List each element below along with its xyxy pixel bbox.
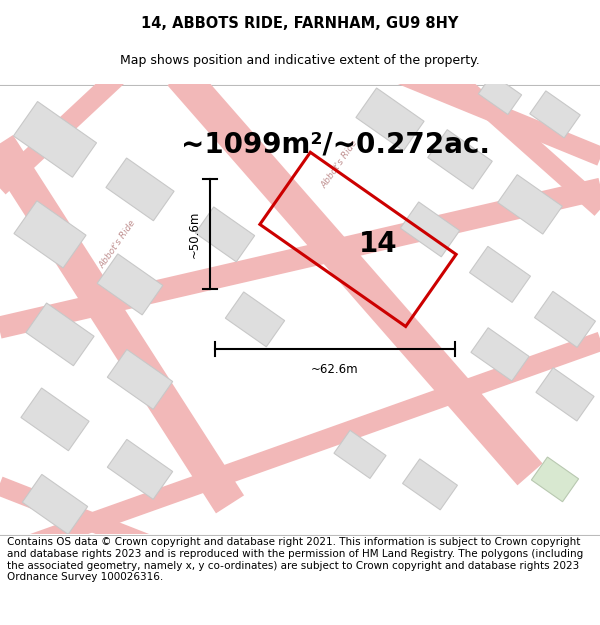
- Polygon shape: [403, 459, 457, 510]
- Polygon shape: [107, 349, 173, 409]
- Polygon shape: [106, 158, 174, 221]
- Polygon shape: [478, 74, 521, 114]
- Polygon shape: [535, 291, 595, 348]
- Text: Abbot's Ride: Abbot's Ride: [320, 139, 360, 190]
- Polygon shape: [26, 303, 94, 366]
- Text: Map shows position and indicative extent of the property.: Map shows position and indicative extent…: [120, 54, 480, 68]
- Polygon shape: [400, 202, 460, 257]
- Polygon shape: [334, 430, 386, 479]
- Polygon shape: [471, 328, 529, 381]
- Polygon shape: [498, 174, 562, 234]
- Text: ~1099m²/~0.272ac.: ~1099m²/~0.272ac.: [181, 131, 490, 158]
- Text: ~50.6m: ~50.6m: [187, 211, 200, 258]
- Polygon shape: [107, 439, 173, 499]
- Polygon shape: [13, 101, 97, 178]
- Text: Contains OS data © Crown copyright and database right 2021. This information is : Contains OS data © Crown copyright and d…: [7, 538, 583, 582]
- Polygon shape: [226, 292, 284, 347]
- Text: Abbot's Ride: Abbot's Ride: [98, 219, 138, 270]
- Polygon shape: [22, 474, 88, 534]
- Text: 14, ABBOTS RIDE, FARNHAM, GU9 8HY: 14, ABBOTS RIDE, FARNHAM, GU9 8HY: [142, 16, 458, 31]
- Polygon shape: [21, 388, 89, 451]
- Polygon shape: [536, 368, 594, 421]
- Text: 14: 14: [359, 231, 397, 258]
- Polygon shape: [97, 254, 163, 315]
- Text: ~62.6m: ~62.6m: [311, 363, 359, 376]
- Polygon shape: [356, 88, 424, 151]
- Polygon shape: [530, 91, 580, 138]
- Polygon shape: [428, 129, 492, 189]
- Polygon shape: [196, 207, 254, 262]
- Polygon shape: [532, 457, 578, 502]
- Polygon shape: [14, 201, 86, 268]
- Polygon shape: [470, 246, 530, 302]
